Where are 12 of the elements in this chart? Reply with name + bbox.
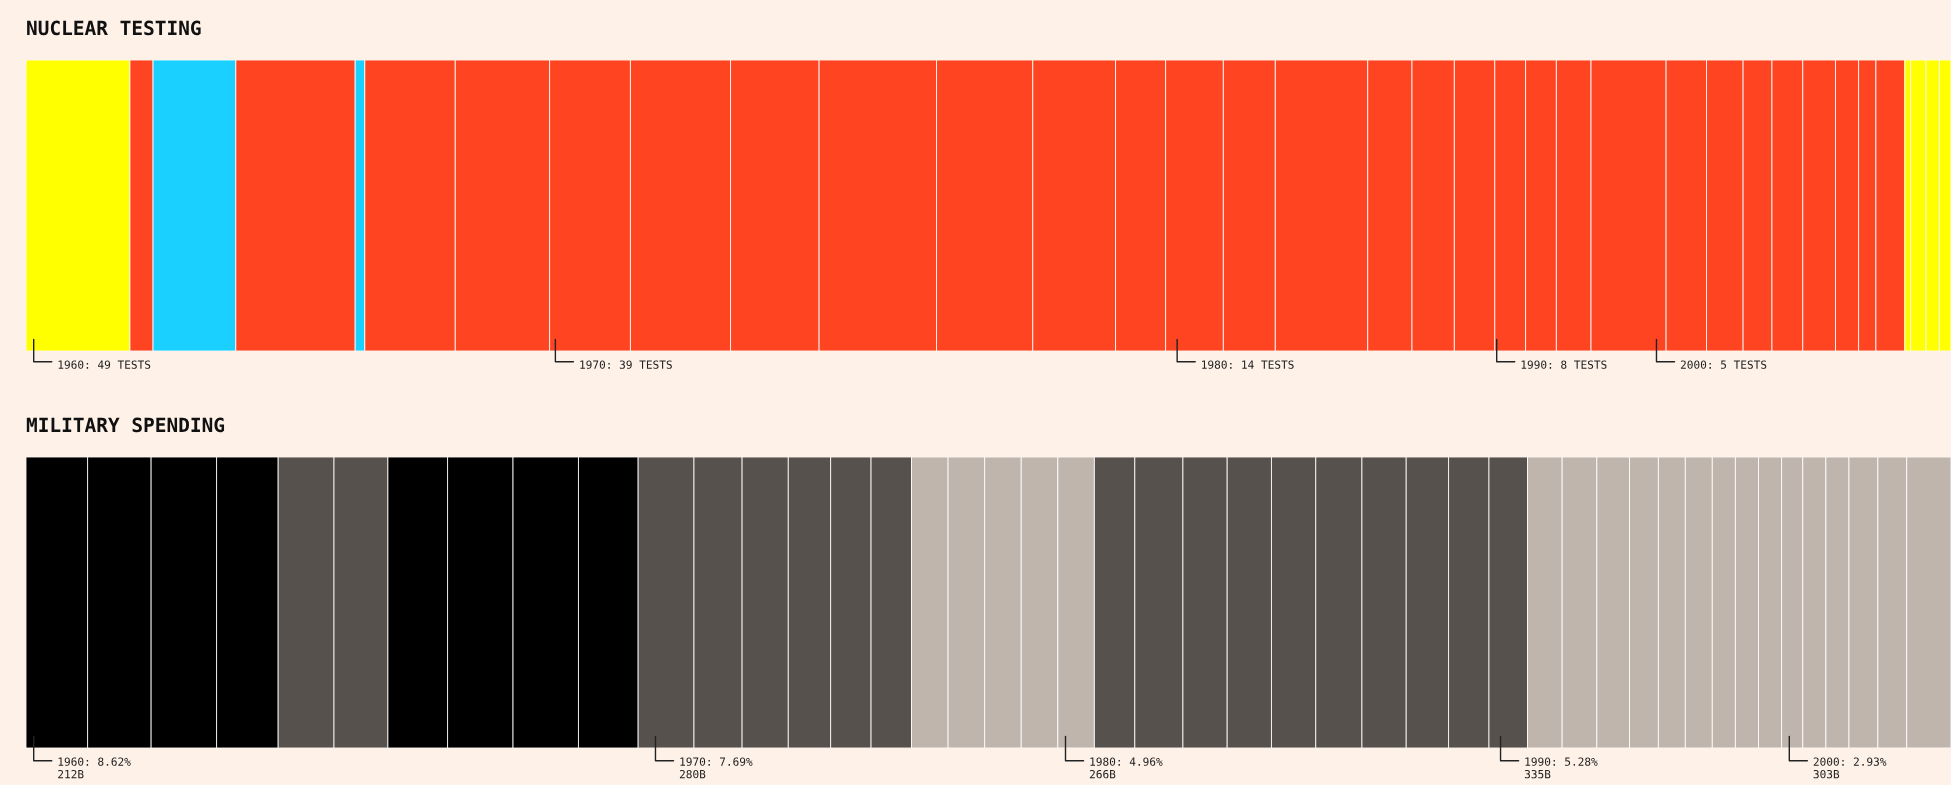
text: 1970: 7.69% 280B	[679, 757, 753, 779]
text: 2000: 5 TESTS	[1680, 360, 1767, 369]
text: 1980: 14 TESTS	[1202, 360, 1294, 369]
text: 1960: 8.62% 212B	[58, 757, 131, 779]
chart-title: MILITARY SPENDING	[26, 417, 225, 433]
text: 1990: 8 TESTS	[1521, 360, 1607, 369]
chart-title: NUCLEAR TESTING	[27, 20, 201, 36]
text: 1980: 4.96% 266B	[1089, 757, 1163, 779]
text: 1990: 5.28% 335B	[1524, 757, 1598, 779]
text: 1970: 39 TESTS	[580, 360, 672, 369]
text: 2000: 2.93% 303B	[1813, 757, 1887, 779]
text: 1960: 49 TESTS	[58, 360, 151, 369]
